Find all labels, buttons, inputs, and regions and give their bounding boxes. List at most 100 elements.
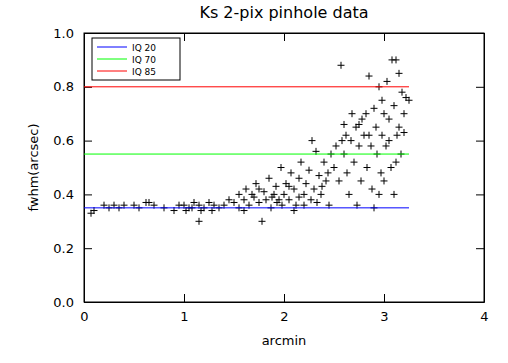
point (318, 191, 325, 198)
tick (476, 302, 484, 303)
point (259, 218, 266, 225)
point (336, 177, 343, 184)
legend-label: IQ 70 (132, 55, 156, 65)
point (371, 105, 378, 112)
legend-box (92, 38, 180, 80)
tick-mark (184, 33, 185, 41)
point (243, 186, 250, 193)
legend-swatch (97, 59, 127, 60)
point (241, 196, 248, 203)
point (231, 199, 238, 206)
axis-line (484, 34, 485, 303)
point (338, 62, 345, 69)
point (281, 191, 288, 198)
point (253, 180, 260, 187)
chart: 012340.00.20.40.60.81.0Ks 2-pix pinhole … (0, 0, 508, 363)
tick-mark (84, 194, 92, 195)
point (314, 199, 321, 206)
tick (284, 33, 285, 41)
point (276, 196, 283, 203)
point (261, 188, 268, 195)
tick-label: 1.0 (53, 26, 74, 41)
point (381, 177, 388, 184)
tick: 3 (380, 294, 388, 324)
point (363, 110, 370, 117)
point (393, 56, 400, 63)
point (391, 102, 398, 109)
tick-mark (84, 33, 92, 34)
tick (476, 33, 484, 34)
x-axis: 01234 (80, 294, 488, 324)
point (401, 129, 408, 136)
point (308, 196, 315, 203)
point (321, 159, 328, 166)
point (266, 175, 273, 182)
point (273, 183, 280, 190)
tick-mark (476, 194, 484, 195)
point (341, 121, 348, 128)
y-axis-right (476, 34, 485, 303)
point (399, 89, 406, 96)
point (396, 70, 403, 77)
legend-swatch (97, 71, 127, 72)
tick (476, 248, 484, 249)
plot-frame (84, 33, 484, 302)
point (348, 137, 355, 144)
legend-label: IQ 85 (132, 67, 156, 77)
point (393, 159, 400, 166)
point (366, 73, 373, 80)
point (346, 191, 353, 198)
point (263, 196, 270, 203)
point (251, 194, 258, 201)
reference-line (84, 86, 409, 87)
point (196, 218, 203, 225)
point (291, 186, 298, 193)
tick (184, 33, 185, 41)
tick-label: 0 (80, 309, 88, 324)
tick (476, 87, 484, 88)
point (306, 167, 313, 174)
tick-label: 0.0 (53, 295, 74, 310)
point (344, 169, 351, 176)
tick (384, 33, 385, 41)
tick-mark (284, 294, 285, 302)
point (256, 199, 263, 206)
point (309, 137, 316, 144)
point (381, 110, 388, 117)
tick-mark (384, 294, 385, 302)
legend-label: IQ 20 (132, 43, 156, 53)
tick-mark (84, 248, 92, 249)
tick: 0.0 (53, 295, 92, 310)
legend-swatch (97, 47, 127, 48)
point (311, 186, 318, 193)
point (359, 116, 366, 123)
tick (476, 194, 484, 195)
tick-mark (476, 302, 484, 303)
tick-label: 2 (280, 309, 288, 324)
tick: 0.2 (53, 241, 92, 256)
tick-label: 0.4 (53, 187, 74, 202)
reference-line (84, 207, 409, 208)
tick-label: 3 (380, 309, 388, 324)
point (325, 169, 332, 176)
point (296, 175, 303, 182)
point (356, 142, 363, 149)
tick-mark (476, 248, 484, 249)
point (386, 137, 393, 144)
tick-mark (476, 33, 484, 34)
point (288, 169, 295, 176)
tick-label: 1 (180, 309, 188, 324)
tick-mark (476, 141, 484, 142)
point (271, 191, 278, 198)
tick: 1 (180, 294, 188, 324)
tick: 2 (280, 294, 288, 324)
tick-mark (84, 302, 92, 303)
point (366, 132, 373, 139)
point (391, 191, 398, 198)
point (278, 164, 285, 171)
point (303, 180, 310, 187)
point (379, 132, 386, 139)
tick-label: 0.2 (53, 241, 74, 256)
point (388, 164, 395, 171)
point (339, 137, 346, 144)
